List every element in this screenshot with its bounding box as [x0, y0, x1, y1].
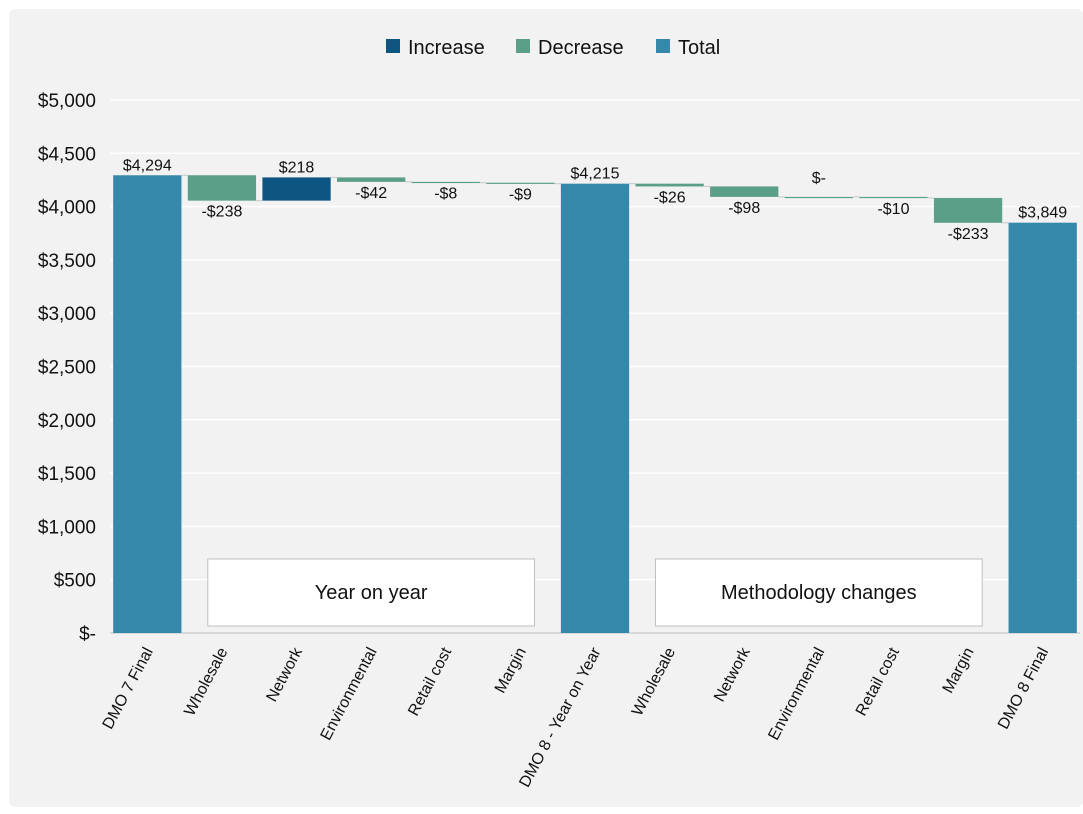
data-label: -$98: [728, 200, 760, 217]
annotation-box: [207, 558, 536, 627]
annotation-label: Year on year: [315, 582, 428, 604]
bar-decrease: [411, 181, 480, 184]
y-tick-label: $3,500: [38, 251, 96, 272]
x-tick-label: Wholesale: [629, 645, 679, 719]
annotation-label: Methodology changes: [721, 582, 917, 604]
bar-decrease: [187, 175, 257, 201]
legend-swatch: [386, 39, 400, 53]
legend-swatch: [516, 39, 530, 53]
x-tick-label: Margin: [940, 645, 978, 696]
y-tick-label: $-: [79, 624, 96, 645]
data-label: -$26: [654, 189, 686, 206]
legend-label: Decrease: [538, 37, 624, 59]
data-label: $4,294: [123, 157, 172, 174]
data-label: $-: [812, 170, 826, 187]
bar-decrease: [859, 196, 928, 199]
x-tick-label: Environmental: [318, 645, 381, 743]
y-tick-label: $1,000: [38, 517, 96, 538]
bar-increase: [262, 177, 331, 201]
x-tick-label: Wholesale: [181, 645, 231, 719]
y-tick-label: $3,000: [38, 304, 96, 325]
legend-label: Total: [678, 37, 720, 59]
bar-decrease: [635, 183, 704, 187]
x-tick-label: DMO 8 - Year on Year: [516, 644, 604, 790]
y-tick-label: $4,500: [38, 144, 96, 165]
x-tick-label: Margin: [492, 645, 530, 696]
bar-decrease: [933, 197, 1003, 223]
x-tick-label: Network: [711, 644, 754, 705]
bar-total: [560, 183, 630, 633]
data-label: -$233: [948, 226, 989, 243]
x-tick-label: Retail cost: [853, 644, 903, 718]
y-tick-label: $2,000: [38, 411, 96, 432]
x-tick-label: DMO 7 Final: [100, 645, 157, 732]
data-label: -$42: [355, 185, 387, 202]
bar-total: [113, 175, 182, 634]
annotation-box: [654, 558, 983, 627]
y-tick-label: $1,500: [38, 464, 96, 485]
data-label: $218: [279, 159, 315, 176]
x-tick-label: DMO 8 Final: [995, 645, 1052, 732]
bar-decrease: [486, 182, 555, 184]
y-tick-label: $4,000: [38, 198, 96, 219]
x-tick-label: Retail cost: [405, 644, 455, 718]
chart-panel: [9, 9, 1083, 807]
y-tick-label: $500: [54, 571, 96, 592]
x-tick-label: Environmental: [765, 645, 828, 743]
bar-decrease: [710, 186, 779, 197]
y-tick-label: $2,500: [38, 358, 96, 379]
bar-decrease: [337, 177, 406, 182]
y-tick-label: $5,000: [38, 91, 96, 112]
legend-swatch: [656, 39, 670, 53]
data-label: -$9: [509, 187, 532, 204]
bar-decrease: [784, 196, 853, 199]
data-label: -$10: [877, 201, 909, 218]
data-label: -$238: [201, 204, 242, 221]
legend-label: Increase: [408, 37, 485, 59]
bar-total: [1008, 222, 1077, 633]
data-label: -$8: [434, 186, 457, 203]
data-label: $3,849: [1018, 205, 1067, 222]
x-tick-label: Network: [264, 644, 307, 705]
data-label: $4,215: [571, 166, 620, 183]
